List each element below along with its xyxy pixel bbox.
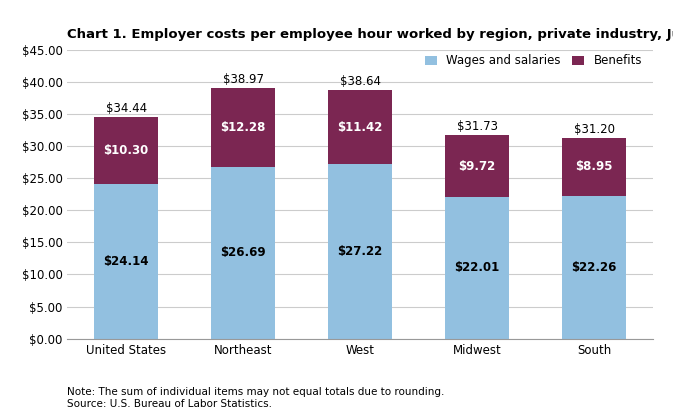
Text: $31.73: $31.73 xyxy=(456,120,497,133)
Bar xyxy=(94,117,158,183)
Bar xyxy=(562,196,626,339)
Text: $12.28: $12.28 xyxy=(220,121,266,134)
Text: $11.42: $11.42 xyxy=(337,121,383,133)
Text: $27.22: $27.22 xyxy=(337,245,383,258)
Text: Chart 1. Employer costs per employee hour worked by region, private industry, Ju: Chart 1. Employer costs per employee hou… xyxy=(67,28,673,41)
Bar xyxy=(328,90,392,164)
Text: $34.44: $34.44 xyxy=(106,102,147,116)
Text: $24.14: $24.14 xyxy=(104,255,149,268)
Text: $26.69: $26.69 xyxy=(220,247,266,259)
Text: $9.72: $9.72 xyxy=(458,159,496,173)
Text: $38.64: $38.64 xyxy=(340,76,380,88)
Text: $22.01: $22.01 xyxy=(454,261,499,275)
Bar xyxy=(211,167,275,339)
Text: $22.26: $22.26 xyxy=(571,261,616,274)
Text: $8.95: $8.95 xyxy=(575,160,613,173)
Text: Note: The sum of individual items may not equal totals due to rounding.
Source: : Note: The sum of individual items may no… xyxy=(67,387,445,409)
Legend: Wages and salaries, Benefits: Wages and salaries, Benefits xyxy=(420,50,647,72)
Bar xyxy=(445,135,509,197)
Bar xyxy=(94,183,158,339)
Bar xyxy=(445,197,509,339)
Text: $38.97: $38.97 xyxy=(223,74,264,86)
Text: $31.20: $31.20 xyxy=(573,123,614,136)
Text: $10.30: $10.30 xyxy=(104,144,149,157)
Bar xyxy=(328,164,392,339)
Bar xyxy=(211,88,275,167)
Bar xyxy=(562,138,626,196)
